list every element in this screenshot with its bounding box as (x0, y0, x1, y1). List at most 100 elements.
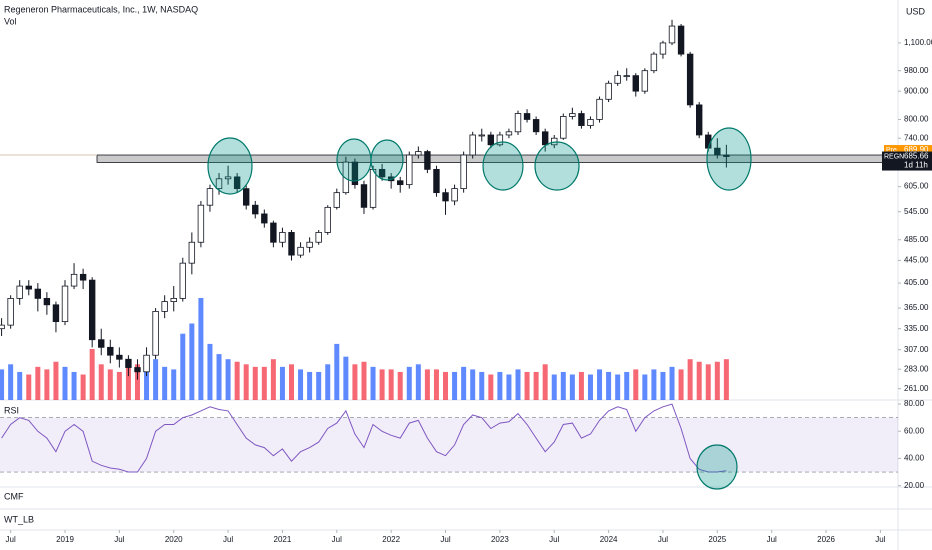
subtitle: Vol (4, 16, 17, 26)
candle-body (0, 324, 5, 330)
candle-body (70, 273, 78, 287)
x-tick-label: Jul (114, 535, 124, 544)
candle-body (569, 113, 576, 117)
y-tick-label: 80.00 (904, 399, 925, 408)
volume-bar (642, 374, 648, 400)
candle-body (252, 204, 259, 215)
volume-bar (80, 374, 86, 400)
candle-body (179, 262, 186, 299)
candle-body (696, 104, 703, 136)
x-tick-label: 2021 (274, 535, 292, 544)
pane-label: CMF (4, 491, 24, 501)
candle-body (116, 354, 123, 360)
pane-label: WT_LB (4, 514, 34, 524)
volume-bar (234, 361, 240, 400)
volume-bar (388, 369, 394, 400)
volume-bar (433, 369, 439, 400)
candle-body (206, 188, 214, 206)
volume-bar (134, 364, 140, 400)
candle-body (596, 98, 603, 120)
candle-body (532, 119, 540, 133)
volume-bar (325, 364, 331, 400)
volume-bar (89, 349, 95, 400)
candle-body (324, 206, 331, 233)
volume-bar (497, 371, 503, 400)
volume-bar (352, 364, 358, 400)
volume-bar (98, 364, 104, 400)
candle-body (605, 82, 612, 100)
circle (336, 138, 372, 182)
volume-bar (587, 374, 593, 400)
candle-body (279, 232, 286, 243)
candle-body (560, 116, 567, 139)
candle-body (587, 119, 594, 126)
volume-bar (8, 364, 14, 400)
volume-bar (488, 374, 494, 400)
y-tick-label: 545.00 (904, 207, 929, 216)
volume-bar (198, 298, 204, 400)
last-tag (882, 151, 932, 171)
volume-bar (714, 361, 720, 400)
x-tick-label: 2022 (382, 535, 400, 544)
candle-body (514, 113, 522, 133)
volume-bar (533, 371, 539, 400)
candle-body (360, 184, 368, 208)
volume-bar (723, 359, 729, 400)
candle-body (723, 154, 730, 157)
volume-bar (696, 361, 702, 400)
x-tick-label: 2020 (165, 535, 183, 544)
candle-body (451, 188, 458, 202)
candle-body (578, 113, 585, 126)
volume-bar (162, 366, 168, 400)
volume-bar (144, 369, 150, 400)
candle-body (288, 232, 295, 256)
volume-bar (569, 374, 575, 400)
candle-body (623, 75, 630, 78)
candle-body (460, 154, 467, 190)
y-tick-label: 740.00 (904, 133, 929, 142)
x-tick-label: 2019 (56, 535, 74, 544)
pane-label: RSI (4, 405, 19, 415)
y-tick-label: 283.00 (904, 364, 929, 373)
candle-body (306, 241, 313, 248)
volume-bar (153, 359, 159, 400)
candle-body (270, 222, 277, 243)
x-tick-label: Jul (658, 535, 668, 544)
last-value: 685.66 (904, 152, 929, 161)
y-tick-label: 485.00 (904, 235, 929, 244)
candle-body (170, 297, 177, 302)
volume-bar (606, 371, 612, 400)
volume-bar (551, 374, 557, 400)
candle-body (197, 204, 205, 243)
circle (534, 141, 580, 191)
volume-bar (252, 366, 258, 400)
candle-body (406, 154, 413, 186)
volume-bar (62, 366, 68, 400)
volume-bar (379, 369, 385, 400)
y-tick-label: 605.00 (904, 182, 929, 191)
volume-bar (415, 364, 421, 400)
volume-bar (125, 366, 131, 400)
x-tick-label: Jul (6, 535, 16, 544)
y-tick-label: 800.00 (904, 115, 929, 124)
rsi-line (1, 403, 727, 473)
volume-bar (470, 369, 476, 400)
volume-bar (424, 369, 430, 400)
circle (706, 127, 752, 191)
circle (696, 444, 738, 490)
candle-body (25, 285, 32, 290)
candle-body (378, 168, 386, 178)
last-label: REGN (884, 153, 904, 160)
volume-bar (651, 369, 657, 400)
volume-bar (452, 371, 458, 400)
chart-title: Regeneron Pharmaceuticals, Inc., 1W, NAS… (4, 4, 198, 14)
y-tick-label: 307.00 (904, 345, 929, 354)
candle-body (351, 161, 359, 186)
volume-bar (597, 369, 603, 400)
volume-bar (216, 354, 222, 400)
pre-value: 689.90 (904, 145, 929, 154)
x-tick-label: 2026 (817, 535, 835, 544)
y-tick-label: 365.00 (904, 303, 929, 312)
candle-body (505, 131, 513, 136)
volume-bar (53, 361, 59, 400)
